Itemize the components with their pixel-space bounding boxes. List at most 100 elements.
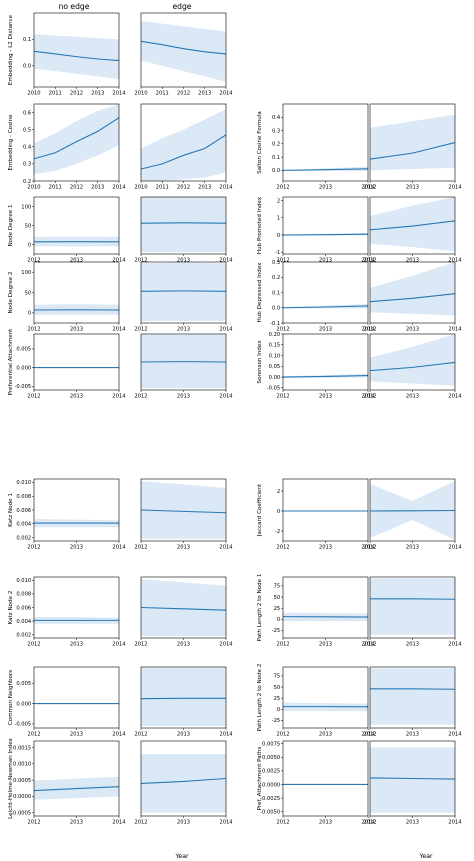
panel-r7-c2: 2012 2013 2014 -25 0 25 50 75 Path Length 2 to N… <box>257 664 375 738</box>
plot-area <box>34 776 119 800</box>
x-tick-label: 2012 <box>276 820 289 826</box>
y-tick-label: 0 <box>277 233 280 239</box>
y-tick-label: 0.1 <box>272 155 280 161</box>
panel-r8-c3: 2012 2013 2014 <box>363 740 462 826</box>
panel-r0-c1: 2010 2011 2012 2013 2014 <box>134 12 233 97</box>
plot-frame <box>282 196 369 255</box>
x-tick-label: 2014 <box>448 820 462 826</box>
x-tick-label: 2014 <box>361 545 375 551</box>
y-axis-label: Preferential Attachment <box>8 328 14 396</box>
x-tick-label: 2013 <box>177 820 190 826</box>
y-tick-label: 0.0025 <box>262 769 280 775</box>
x-tick-label: 2014 <box>112 732 126 738</box>
x-tick-label: 2012 <box>134 732 147 738</box>
panel-r3-c2: 2012 2013 2014 -0.1 0.0 0.1 0.2 0.3 Hub Depresse… <box>257 260 375 333</box>
plot-area <box>283 166 368 172</box>
y-tick-label: 0.010 <box>16 578 31 584</box>
y-tick-label: 0.0005 <box>13 778 31 784</box>
plot-area <box>283 612 368 622</box>
y-tick-label: 0.005 <box>16 681 31 687</box>
panel-r2-c3: 2012 2013 2014 <box>363 196 462 264</box>
panel-r4-c2: 2012 2013 2014 -0.05 0.00 0.05 0.10 0.15 0.20 Sor… <box>257 332 375 400</box>
x-tick-label: 2012 <box>363 258 376 264</box>
y-tick-label: 0.1 <box>272 290 280 296</box>
y-axis-label: Jaccard Coefficient <box>257 483 263 537</box>
y-tick-label: 50 <box>25 223 32 229</box>
x-tick-label: 2014 <box>361 820 375 826</box>
x-tick-label: 2014 <box>448 394 462 400</box>
plot-area <box>141 109 226 181</box>
x-tick-label: 2014 <box>448 327 462 333</box>
x-tick-label: 2012 <box>134 820 147 826</box>
confidence-band <box>370 114 455 171</box>
confidence-band <box>141 667 226 726</box>
y-tick-label: 0.000 <box>16 365 31 371</box>
plot-area <box>370 668 455 725</box>
x-tick-label: 2013 <box>70 258 83 264</box>
x-tick-label: 2013 <box>406 185 419 191</box>
plot-area <box>370 578 455 635</box>
y-tick-label: 0 <box>277 617 280 623</box>
x-tick-label: 2013 <box>177 732 190 738</box>
y-tick-label: 0.3 <box>23 162 31 168</box>
panel-r2-c1: 2012 2013 2014 <box>134 196 233 264</box>
confidence-band <box>34 104 119 175</box>
confidence-band <box>370 668 455 725</box>
plot-frame <box>33 333 120 391</box>
x-tick-label: 2013 <box>177 258 190 264</box>
confidence-band <box>370 747 455 813</box>
confidence-band <box>141 197 226 253</box>
x-tick-label: 2014 <box>219 91 233 97</box>
column-title-no-edge: no edge <box>59 2 90 11</box>
y-tick-label: -0.0005 <box>11 811 31 817</box>
mean-line <box>370 509 455 512</box>
plot-frame <box>282 478 369 542</box>
x-tick-label: 2011 <box>49 91 62 97</box>
x-tick-label: 2013 <box>319 258 332 264</box>
y-axis-label: Katz Node 2 <box>8 591 14 625</box>
plot-area <box>34 236 119 247</box>
x-tick-label: 2012 <box>363 394 376 400</box>
plot-area <box>370 262 455 316</box>
y-tick-label: 0.008 <box>16 494 31 500</box>
x-tick-label: 2013 <box>70 545 83 551</box>
x-tick-label: 2013 <box>406 327 419 333</box>
x-tick-label: 2013 <box>91 185 104 191</box>
plot-area <box>141 667 226 726</box>
y-tick-label: 0.004 <box>16 522 32 528</box>
y-tick-label: 0 <box>277 707 280 713</box>
x-tick-label: 2012 <box>27 820 40 826</box>
x-tick-label: 2012 <box>27 327 40 333</box>
y-tick-label: 1 <box>277 216 280 222</box>
x-tick-label: 2013 <box>177 394 190 400</box>
confidence-band <box>141 754 226 813</box>
x-tick-label: 2013 <box>70 327 83 333</box>
x-tick-label: 2012 <box>363 545 376 551</box>
y-tick-label: 0.2 <box>272 142 280 148</box>
panel-r3-c3: 2012 2013 2014 <box>363 261 462 333</box>
y-axis-label: Path Length 2 to Node 2 <box>257 664 263 732</box>
x-tick-label: 2012 <box>134 258 147 264</box>
x-tick-label: 2011 <box>156 91 169 97</box>
x-tick-label: 2013 <box>406 732 419 738</box>
x-tick-label: 2014 <box>448 545 462 551</box>
y-tick-label: 75 <box>274 674 281 680</box>
x-tick-label: 2012 <box>27 394 40 400</box>
y-tick-label: -25 <box>272 628 280 634</box>
y-tick-label: 0.10 <box>269 353 281 359</box>
x-tick-label: 2012 <box>177 185 190 191</box>
x-tick-label: 2012 <box>27 642 40 648</box>
x-tick-label: 2014 <box>361 258 375 264</box>
y-tick-label: 0.00 <box>269 375 281 381</box>
confidence-band <box>370 334 455 386</box>
x-tick-label: 2012 <box>363 327 376 333</box>
x-tick-label: 2012 <box>363 820 376 826</box>
plot-area <box>141 197 226 253</box>
panel-r6-c3: 2012 2013 2014 <box>363 576 462 648</box>
x-tick-label: 2014 <box>219 258 233 264</box>
panel-r4-c3: 2012 2013 2014 <box>363 333 462 400</box>
y-tick-label: 0.006 <box>16 605 31 611</box>
y-tick-label: 0.15 <box>269 343 281 349</box>
x-tick-label: 2013 <box>319 185 332 191</box>
